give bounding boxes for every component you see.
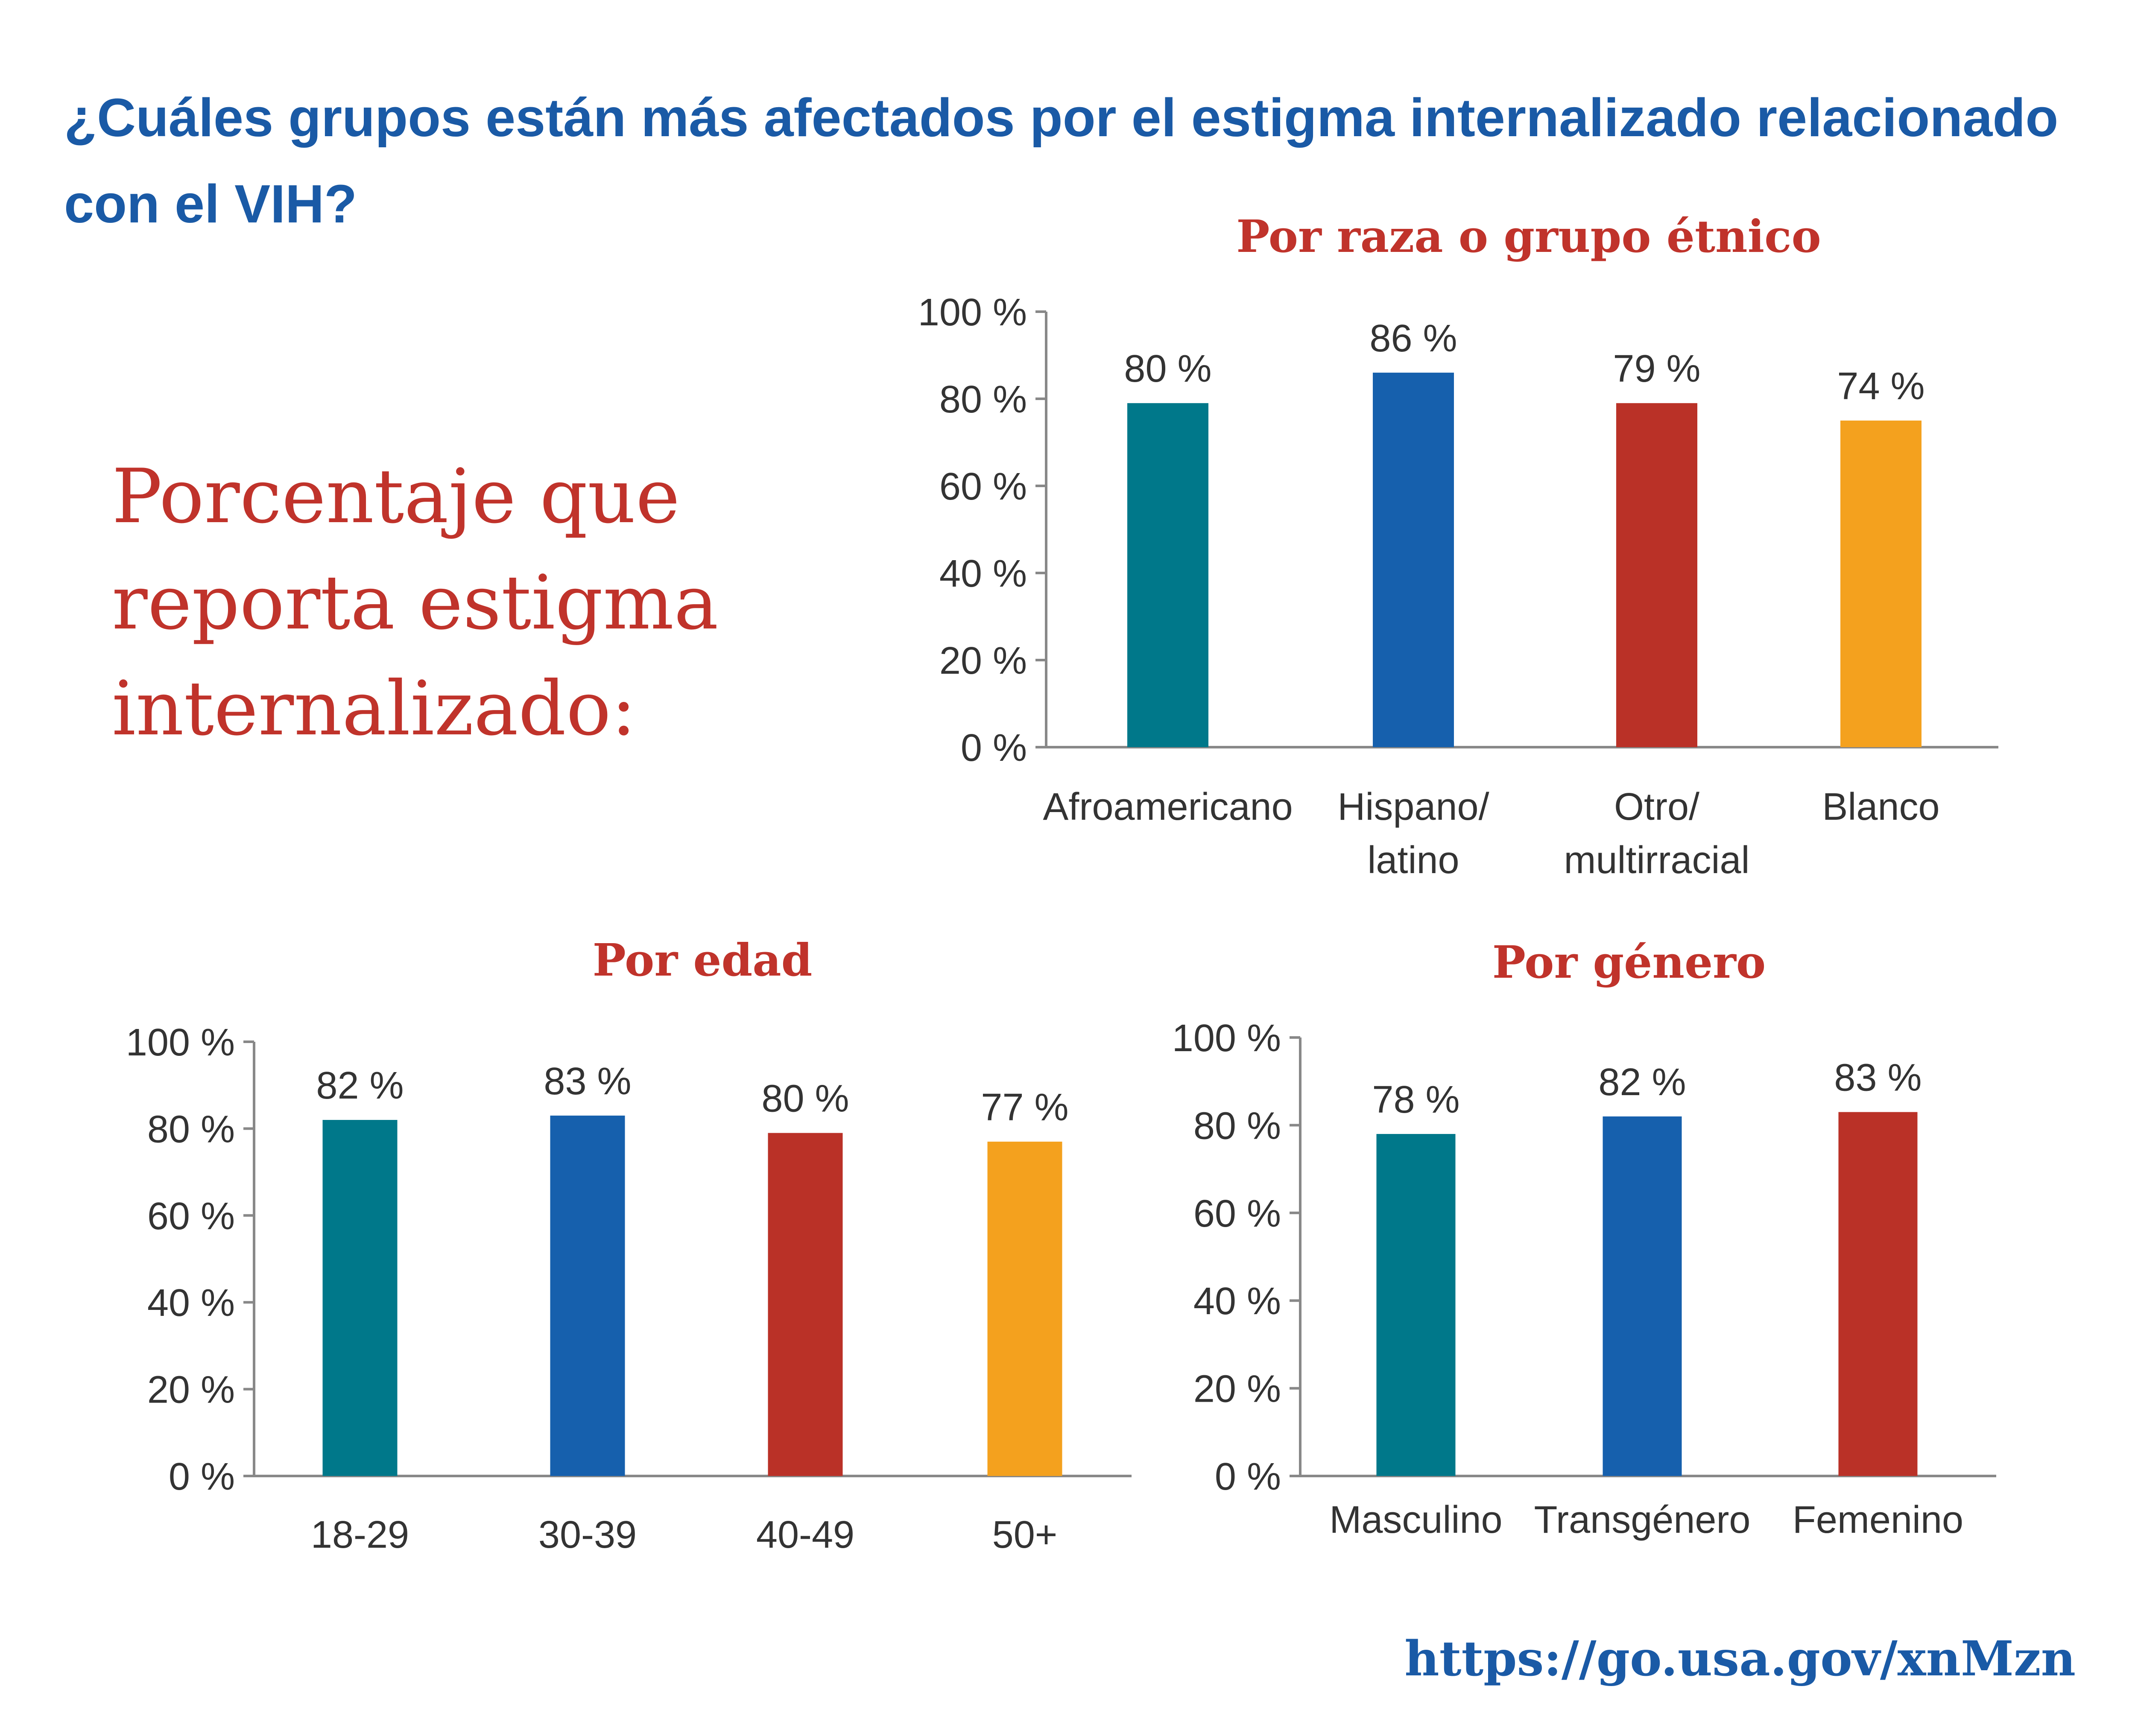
data-label: 74 % <box>1837 365 1924 408</box>
category-label: 30-39 <box>538 1514 637 1556</box>
y-tick-label: 60 % <box>147 1195 235 1238</box>
category-label: Afroamericano <box>1043 786 1293 828</box>
category-label: 18-29 <box>311 1514 409 1556</box>
data-label: 86 % <box>1369 317 1457 360</box>
data-label: 79 % <box>1613 348 1700 390</box>
category-label: Femenino <box>1793 1499 1963 1541</box>
subhead: Porcentaje que reporta estigma internali… <box>112 453 719 752</box>
y-tick-label: 60 % <box>1193 1192 1281 1235</box>
data-label: 82 % <box>316 1064 404 1107</box>
category-label: Hispano/latino <box>1337 786 1489 882</box>
data-label: 78 % <box>1372 1078 1459 1121</box>
bar <box>1838 1112 1918 1476</box>
bar <box>1127 403 1208 747</box>
data-label: 80 % <box>1124 348 1211 390</box>
chart-age: Por edad 0 % 20 % 40 % 60 % 80 % 100 % 82 % 18-2… <box>126 934 1132 1556</box>
y-tick-label: 40 % <box>1193 1280 1281 1323</box>
chart-title: Por raza o grupo étnico <box>1236 210 1821 263</box>
y-tick-label: 40 % <box>147 1282 235 1324</box>
chart-title: Por género <box>1492 936 1766 988</box>
headline: ¿Cuáles grupos están más afectados por e… <box>64 88 2059 234</box>
bar <box>987 1141 1062 1476</box>
category-label: Otro/multirracial <box>1564 786 1749 882</box>
bar <box>1603 1116 1682 1476</box>
category-label: Masculino <box>1329 1499 1502 1541</box>
y-tick-label: 80 % <box>939 378 1027 421</box>
category-label: Blanco <box>1822 786 1939 828</box>
bar <box>1376 1134 1456 1476</box>
data-label: 83 % <box>544 1060 631 1103</box>
category-label: 40-49 <box>756 1514 854 1556</box>
y-tick-label: 80 % <box>147 1108 235 1151</box>
bar <box>1616 403 1697 747</box>
bar <box>1373 372 1454 747</box>
data-label: 82 % <box>1598 1061 1686 1104</box>
y-tick-label: 100 % <box>918 291 1027 334</box>
y-tick-label: 100 % <box>1172 1017 1281 1060</box>
y-tick-label: 0 % <box>961 727 1027 769</box>
y-tick-label: 0 % <box>1215 1455 1281 1498</box>
data-label: 83 % <box>1834 1057 1922 1099</box>
y-tick-label: 20 % <box>939 640 1027 682</box>
y-tick-label: 20 % <box>1193 1368 1281 1411</box>
footer-url-link[interactable]: https://go.usa.gov/xnMzn <box>1404 1631 2076 1687</box>
bar <box>768 1133 843 1476</box>
data-label: 80 % <box>761 1078 849 1120</box>
category-label: Transgénero <box>1534 1499 1751 1541</box>
category-label: 50+ <box>992 1514 1058 1556</box>
y-tick-label: 0 % <box>169 1455 235 1498</box>
bar <box>1840 421 1922 747</box>
bar <box>322 1120 398 1476</box>
y-tick-label: 80 % <box>1193 1105 1281 1147</box>
y-tick-label: 60 % <box>939 465 1027 508</box>
y-tick-label: 40 % <box>939 552 1027 595</box>
chart-title: Por edad <box>593 934 813 986</box>
chart-race: Por raza o grupo étnico 0 % 20 % 40 % 60 % 80… <box>918 210 1998 882</box>
bar <box>550 1115 625 1476</box>
y-tick-label: 100 % <box>126 1021 235 1064</box>
y-tick-label: 20 % <box>147 1369 235 1412</box>
data-label: 77 % <box>981 1086 1068 1129</box>
